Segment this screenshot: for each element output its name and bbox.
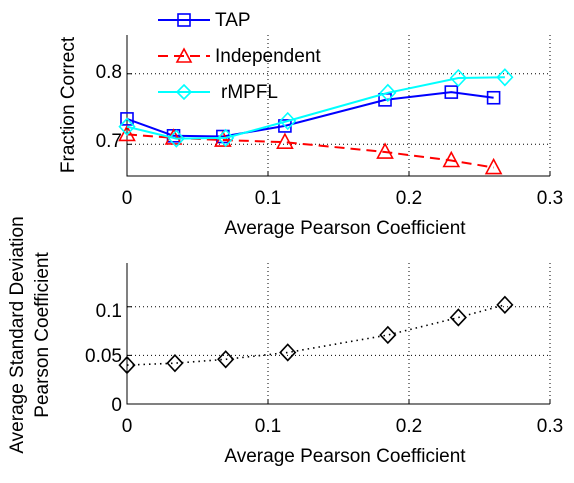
top-x-tick-label: 0.2 [396, 188, 422, 209]
legend-marker-tap [177, 13, 191, 27]
bottom-x-tick-label: 0.3 [537, 416, 563, 437]
top-point-rmpfl [217, 128, 235, 148]
bottom-point-series0 [166, 353, 184, 373]
top-x-tick-label: 0 [122, 188, 133, 209]
top-point-rmpfl [449, 68, 467, 88]
top-y-tick-label: 0.8 [96, 62, 122, 83]
top-y-axis-label: Fraction Correct [58, 36, 79, 173]
bottom-y-axis-label-line2: Pearson Coefficient [32, 252, 53, 418]
bottom-point-series0 [449, 308, 467, 327]
top-point-rmpfl [118, 117, 136, 136]
bottom-x-tick-label: 0 [122, 416, 133, 437]
bottom-x-tick-label: 0.1 [255, 416, 281, 437]
top-gridlines [127, 35, 551, 176]
bottom-y-tick-label: 0 [111, 395, 122, 416]
bottom-gridlines [127, 263, 551, 404]
top-point-independent [442, 150, 461, 168]
top-series-layer [118, 68, 514, 175]
top-line-rmpfl [126, 76, 505, 140]
bottom-line-series0 [126, 304, 506, 366]
top-x-tick-label: 0.1 [255, 188, 281, 209]
top-point-independent [276, 132, 294, 149]
top-plot: 0 0.1 0.2 0.3 0.7 0.8 Average Pearson Co… [58, 10, 563, 239]
legend-marker-independent [175, 47, 193, 63]
top-point-rmpfl [496, 68, 514, 87]
top-point-tap [486, 90, 501, 105]
bottom-x-tick-label: 0.2 [396, 416, 422, 437]
bottom-y-axis-label-line1: Average Standard Deviation [7, 216, 28, 453]
legend-label-independent: Independent [215, 46, 321, 67]
legend: TAP Independent rMPFL [158, 10, 321, 103]
top-point-independent [376, 142, 394, 159]
top-line-independent [126, 133, 494, 169]
top-point-rmpfl [167, 129, 185, 148]
top-point-independent [118, 124, 136, 142]
top-point-independent [484, 157, 503, 175]
legend-marker-rmpfl [175, 83, 193, 101]
top-point-tap [444, 85, 459, 99]
top-tick-marks [126, 73, 551, 176]
bottom-point-series0 [496, 295, 514, 314]
top-point-rmpfl [279, 111, 297, 131]
bottom-point-series0 [279, 343, 297, 362]
bottom-point-series0 [379, 325, 397, 345]
bottom-x-axis-label: Average Pearson Coefficient [224, 446, 466, 467]
bottom-axes [126, 263, 550, 405]
bottom-plot: 0 0.1 0.2 0.3 0 0.05 0.1 Average Pearson… [7, 216, 563, 467]
bottom-series-layer [118, 295, 514, 375]
bottom-point-series0 [217, 350, 235, 369]
top-point-rmpfl [379, 83, 397, 102]
legend-label-rmpfl: rMPFL [221, 82, 278, 103]
top-x-axis-label: Average Pearson Coefficient [224, 218, 466, 239]
bottom-tick-marks [126, 306, 551, 404]
bottom-point-series0 [118, 355, 136, 375]
bottom-y-tick-label: 0.05 [85, 346, 122, 367]
legend-label-tap: TAP [215, 10, 251, 31]
top-x-tick-label: 0.3 [537, 188, 563, 209]
bottom-y-tick-label: 0.1 [96, 301, 122, 322]
top-y-tick-label: 0.7 [96, 131, 122, 152]
